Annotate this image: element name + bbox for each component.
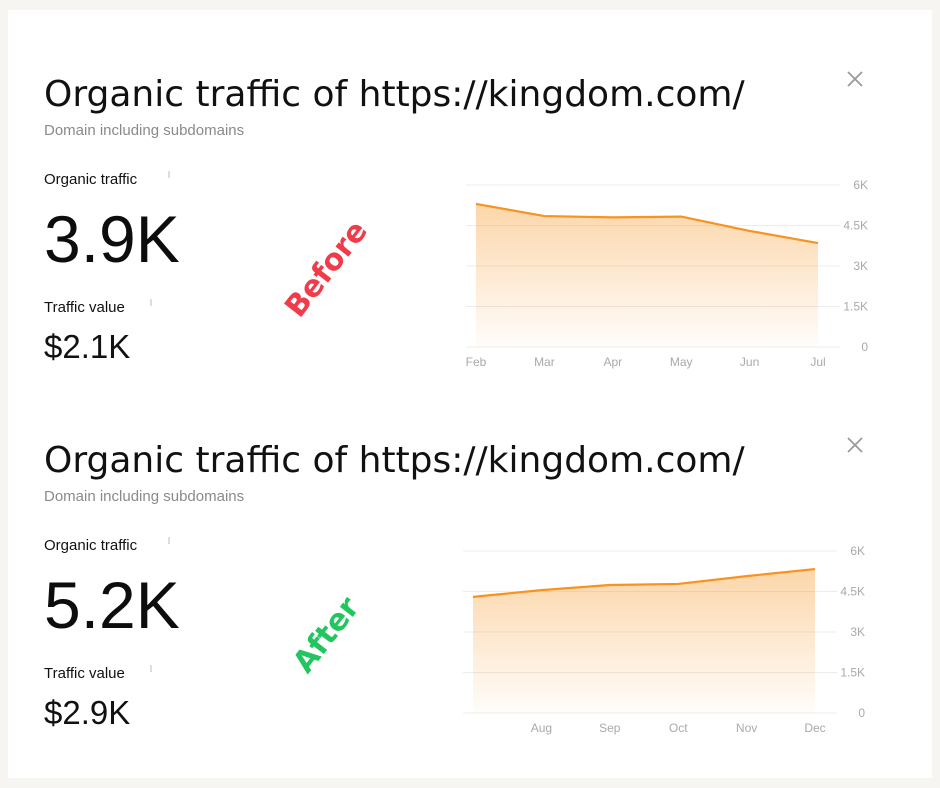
y-tick-label: 4.5K (843, 219, 868, 233)
line (475, 202, 819, 245)
close-button[interactable] (847, 437, 863, 453)
line (472, 567, 816, 598)
metric-value: 3.9K (44, 202, 180, 276)
x-tick-label: Feb (466, 355, 487, 369)
title: Organic traffic of https://kingdom.com/ (44, 74, 745, 115)
x-tick-label: May (670, 355, 693, 369)
y-tick-label: 6K (850, 544, 865, 558)
y-tick-label: 1.5K (840, 666, 865, 680)
area (473, 569, 815, 713)
x-tick-label: Jun (740, 355, 759, 369)
area (476, 203, 818, 347)
x-tick-label: Dec (804, 721, 825, 735)
y-tick-label: 4.5K (840, 585, 865, 599)
close-button[interactable] (847, 71, 863, 87)
value-label: Traffic value (44, 665, 125, 682)
panel: Organic traffic of https://kingdom.com/D… (44, 437, 863, 731)
y-tick-label: 0 (858, 706, 865, 720)
x-tick-label: Mar (534, 355, 555, 369)
title: Organic traffic of https://kingdom.com/ (44, 440, 745, 481)
value-value: $2.9K (44, 694, 130, 731)
x-tick-label: Nov (736, 721, 757, 735)
x-tick-label: Sep (599, 721, 621, 735)
y-tick-label: 0 (861, 340, 868, 354)
metric-label: Organic traffic (44, 537, 138, 554)
subtitle: Domain including subdomains (44, 122, 244, 139)
y-tick-label: 6K (853, 178, 868, 192)
x-tick-label: Apr (603, 355, 622, 369)
subtitle: Domain including subdomains (44, 488, 244, 505)
y-tick-label: 3K (850, 625, 865, 639)
y-tick-label: 3K (853, 259, 868, 273)
y-tick-label: 1.5K (843, 300, 868, 314)
value-value: $2.1K (44, 328, 130, 365)
x-tick-label: Jul (810, 355, 825, 369)
metric-value: 5.2K (44, 568, 180, 642)
metric-label: Organic traffic (44, 171, 138, 188)
x-tick-label: Oct (669, 721, 688, 735)
value-label: Traffic value (44, 299, 125, 316)
x-tick-label: Aug (531, 721, 552, 735)
